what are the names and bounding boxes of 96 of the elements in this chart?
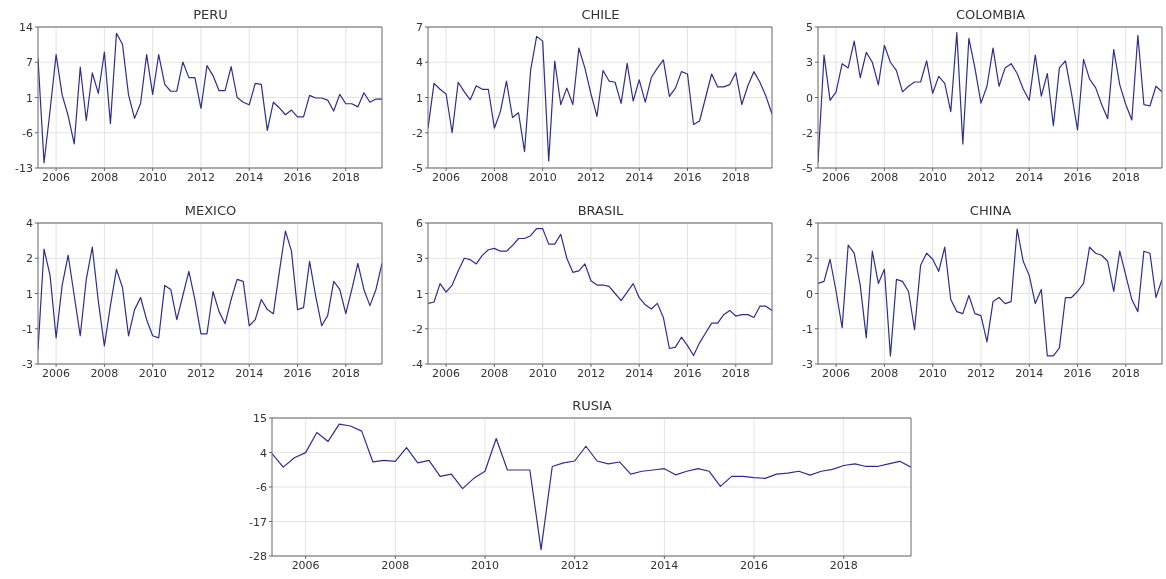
y-tick-label: 4 [26,217,33,230]
y-tick-label: -1 [802,322,813,336]
y-tick-label: -5 [802,162,813,175]
x-tick-label: 2018 [1111,170,1140,184]
y-tick-label: 7 [26,56,33,70]
y-tick-label: -28 [249,550,267,563]
x-tick-label: 2008 [381,558,410,572]
line-series [428,35,772,162]
y-tick-label: 0 [806,287,813,301]
y-tick-label: -13 [15,162,33,175]
x-tick-label: 2006 [822,366,851,380]
x-tick-label: 2008 [90,170,119,184]
y-tick-label: 4 [416,56,423,70]
x-tick-label: 2014 [1015,366,1044,380]
x-tick-label: 2006 [432,366,461,380]
y-tick-label: 0 [806,91,813,105]
x-tick-label: 2016 [1063,170,1092,184]
x-tick-label: 2014 [650,558,679,572]
y-tick-label: -1 [22,322,33,336]
y-tick-label: 3 [416,252,423,266]
x-tick-label: 2010 [528,170,557,184]
x-tick-label: 2012 [966,170,995,184]
y-tick-label: -2 [802,126,813,140]
y-tick-label: 1 [26,91,33,105]
chart-title: MEXICO [183,202,238,220]
line-series [428,228,772,357]
chart-title: BRASIL [576,202,625,220]
x-tick-label: 2010 [918,170,947,184]
y-tick-label: 4 [260,446,267,460]
x-tick-label: 2018 [721,170,750,184]
chart-title: CHINA [968,202,1013,220]
x-tick-label: 2016 [283,170,312,184]
y-tick-label: 1 [26,287,33,301]
x-tick-label: 2016 [673,170,702,184]
y-tick-label: -17 [249,515,267,529]
x-tick-label: 2010 [138,366,167,380]
x-tick-label: 2018 [331,170,360,184]
chart-title: CHILE [580,6,621,24]
x-tick-label: 2012 [576,170,605,184]
x-tick-label: 2010 [528,366,557,380]
x-tick-label: 2016 [740,558,769,572]
x-tick-label: 2006 [42,170,71,184]
chart-title: COLOMBIA [954,6,1027,24]
x-tick-label: 2014 [235,366,264,380]
x-tick-label: 2010 [918,366,947,380]
x-tick-label: 2010 [471,558,499,572]
x-tick-label: 2012 [186,170,215,184]
x-tick-label: 2012 [966,366,995,380]
y-tick-label: -6 [256,481,267,494]
x-tick-label: 2018 [721,366,750,380]
y-tick-label: -2 [412,322,423,336]
x-tick-label: 2006 [822,170,851,184]
line-series [272,423,911,551]
x-tick-label: 2016 [673,366,702,380]
x-tick-label: 2014 [1015,170,1044,184]
y-tick-label: 15 [253,412,267,425]
x-tick-label: 2016 [283,366,312,380]
x-tick-label: 2014 [235,170,264,184]
x-tick-label: 2018 [331,366,360,380]
y-tick-label: -3 [802,358,813,371]
chart-title: PERU [192,6,229,24]
x-tick-label: 2006 [432,170,461,184]
x-tick-label: 2008 [480,366,509,380]
line-series [818,228,1162,357]
y-tick-label: -4 [412,358,423,371]
x-tick-label: 2012 [186,366,215,380]
chart-title: RUSIA [571,397,613,415]
y-tick-label: 2 [806,252,813,266]
x-tick-label: 2008 [870,170,899,184]
y-tick-label: 2 [26,252,33,266]
x-tick-label: 2008 [90,366,119,380]
x-tick-label: 2014 [625,170,654,184]
y-tick-label: -6 [22,126,33,140]
y-tick-label: 14 [19,21,33,34]
x-tick-label: 2012 [576,366,605,380]
x-tick-label: 2006 [42,366,71,380]
y-tick-label: 1 [416,91,423,105]
y-tick-label: -2 [412,126,423,140]
x-tick-label: 2008 [870,366,899,380]
x-tick-label: 2018 [829,558,858,572]
x-tick-label: 2008 [480,170,509,184]
y-tick-label: -3 [22,358,33,371]
x-tick-label: 2006 [291,558,320,572]
x-tick-label: 2014 [625,366,654,380]
x-tick-label: 2018 [1111,366,1140,380]
y-tick-label: 6 [416,217,423,230]
y-tick-label: 1 [416,287,423,301]
line-series [38,32,382,164]
y-tick-label: 3 [806,56,813,70]
y-tick-label: 7 [416,21,423,34]
x-tick-label: 2010 [138,170,167,184]
x-tick-label: 2012 [560,558,589,572]
y-tick-label: -5 [412,162,423,175]
y-tick-label: 5 [806,21,813,34]
y-tick-label: 4 [806,217,813,230]
x-tick-label: 2016 [1063,366,1092,380]
